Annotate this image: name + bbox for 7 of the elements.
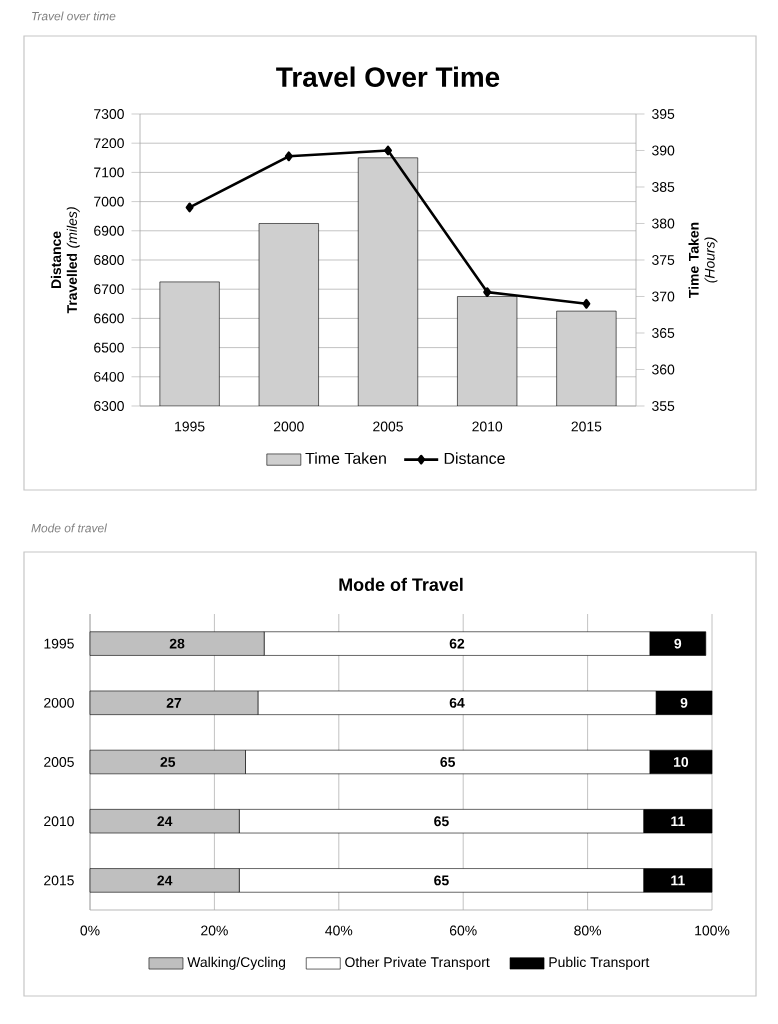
point (384, 145, 392, 156)
point (185, 202, 194, 213)
chart-title: Mode of Travel (339, 577, 463, 592)
point (483, 287, 492, 297)
point (582, 298, 591, 309)
chart-title: Travel Over Time (276, 66, 500, 87)
point (284, 151, 293, 162)
